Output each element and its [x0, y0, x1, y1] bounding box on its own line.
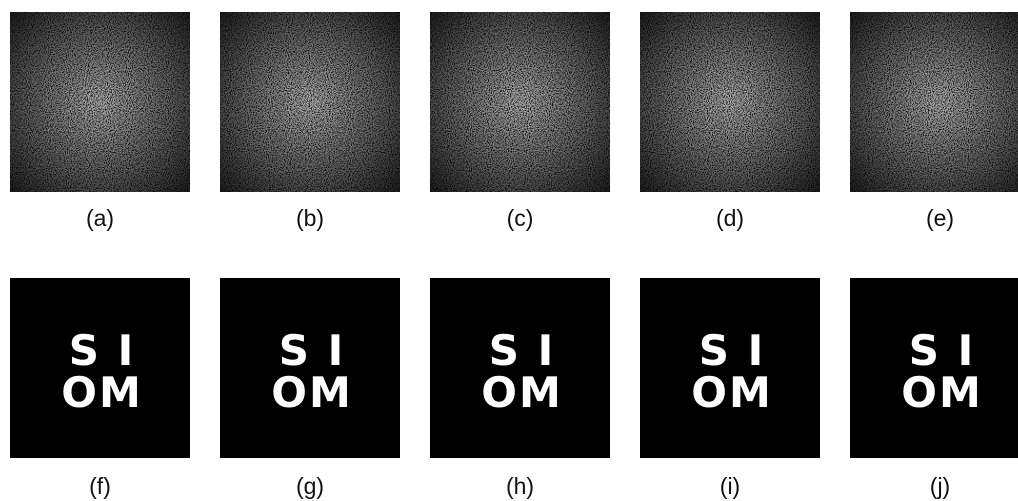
panel-label: (e) [926, 205, 954, 231]
image-text: OM [691, 368, 773, 417]
reconstructed-image: S IOM [430, 278, 610, 458]
speckle-image [220, 12, 400, 192]
panel-label: (c) [507, 205, 534, 231]
panel-label: (h) [506, 473, 534, 499]
vignette [220, 12, 400, 192]
speckle-image [10, 12, 190, 192]
vignette [430, 12, 610, 192]
vignette [640, 12, 820, 192]
speckle-image [640, 12, 820, 192]
reconstructed-image: S IOM [220, 278, 400, 458]
vignette [850, 12, 1018, 192]
panel-label: (a) [86, 205, 114, 231]
panel-label: (b) [296, 205, 324, 231]
panel-label: (d) [716, 205, 744, 231]
speckle-image [430, 12, 610, 192]
panel-label: (j) [930, 473, 950, 499]
image-text: OM [271, 368, 353, 417]
reconstructed-image: S IOM [10, 278, 190, 458]
image-text: OM [481, 368, 563, 417]
speckle-image [850, 12, 1018, 192]
image-text: OM [61, 368, 143, 417]
panel-label: (f) [89, 473, 111, 499]
vignette [10, 12, 190, 192]
reconstructed-image: S IOM [640, 278, 820, 458]
panel-label: (i) [720, 473, 740, 499]
figure: (a) (b) (c) (d) (e) S IOM (f) S IOM (g) S IOM (h) S… [0, 0, 1018, 501]
page: (a) (b) (c) (d) (e) S IOM (f) S IOM (g) S IOM (h) S… [0, 0, 1018, 501]
panel-label: (g) [296, 473, 324, 499]
image-text: OM [901, 368, 983, 417]
reconstructed-image: S IOM [850, 278, 1018, 458]
